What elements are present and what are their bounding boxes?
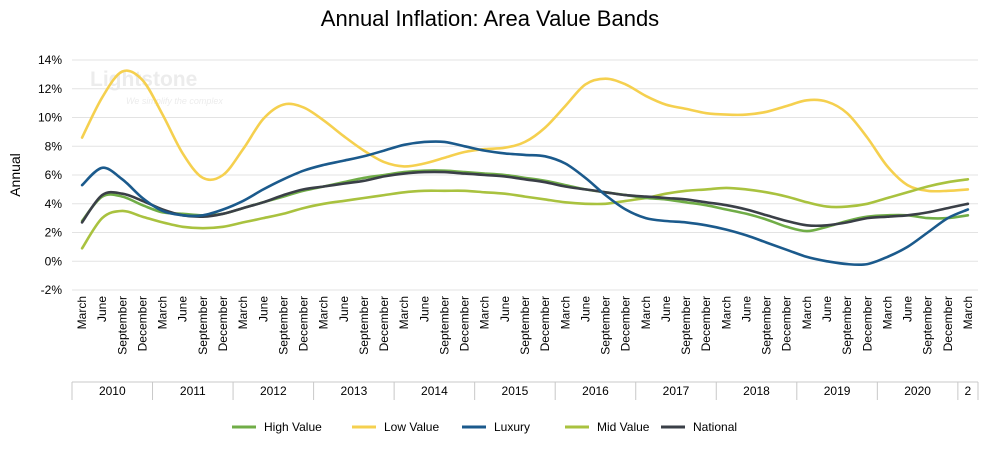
y-tick-label: 0% xyxy=(45,254,63,268)
x-tick-label: June xyxy=(337,296,351,322)
y-tick-label: 12% xyxy=(38,82,62,96)
x-tick-label: March xyxy=(719,296,733,329)
series-line-mid-value xyxy=(80,178,970,250)
x-tick-label: September xyxy=(760,296,774,355)
x-tick-label: June xyxy=(95,296,109,322)
x-tick-label: September xyxy=(357,296,371,355)
x-tick-label: September xyxy=(276,296,290,355)
series-lines xyxy=(80,69,970,267)
x-tick-label: December xyxy=(780,296,794,351)
x-tick-label: December xyxy=(216,296,230,351)
gridlines xyxy=(72,59,978,291)
x-tick-label: March xyxy=(317,296,331,329)
x-tick-label: September xyxy=(196,296,210,355)
y-tick-label: 6% xyxy=(45,168,63,182)
series-line-luxury xyxy=(80,140,970,267)
y-tick-label: -2% xyxy=(41,283,63,297)
x-tick-label: December xyxy=(297,296,311,351)
x-tick-label: June xyxy=(659,296,673,322)
x-tick-label: December xyxy=(538,296,552,351)
x-tick-label: March xyxy=(75,296,89,329)
x-tick-label: December xyxy=(619,296,633,351)
x-tick-label: December xyxy=(136,296,150,351)
y-tick-label: 8% xyxy=(45,139,63,153)
year-label: 2020 xyxy=(904,384,931,398)
year-label: 2018 xyxy=(743,384,770,398)
x-tick-label: March xyxy=(800,296,814,329)
legend-label-national: National xyxy=(693,420,737,434)
x-tick-label: September xyxy=(438,296,452,355)
y-axis: -2% 0% 2% 4% 6% 8% 10% 12% 14% xyxy=(38,53,62,297)
x-tick-label: June xyxy=(256,296,270,322)
year-label: 2011 xyxy=(180,384,206,398)
y-tick-label: 14% xyxy=(38,53,62,67)
watermark-tagline: We simplify the complex xyxy=(126,96,223,106)
x-tick-label: June xyxy=(820,296,834,322)
year-label: 2014 xyxy=(421,384,448,398)
year-label: 2017 xyxy=(663,384,690,398)
x-tick-label: March xyxy=(558,296,572,329)
x-tick-label: March xyxy=(639,296,653,329)
x-axis: March June September December March June Septe… xyxy=(71,296,979,400)
x-tick-label: September xyxy=(599,296,613,355)
legend-label-high-value: High Value xyxy=(264,420,322,434)
chart-title: Annual Inflation: Area Value Bands xyxy=(321,6,659,31)
x-tick-label: March xyxy=(961,296,975,329)
legend-label-luxury: Luxury xyxy=(494,420,530,434)
x-tick-label: June xyxy=(498,296,512,322)
x-tick-label: June xyxy=(578,296,592,322)
legend-label-low-value: Low Value xyxy=(384,420,439,434)
x-tick-label: December xyxy=(860,296,874,351)
x-tick-label: September xyxy=(518,296,532,355)
year-label: 2019 xyxy=(824,384,851,398)
year-label: 2016 xyxy=(582,384,609,398)
year-label: 2012 xyxy=(260,384,287,398)
y-tick-label: 4% xyxy=(45,197,63,211)
y-axis-label: Annual xyxy=(7,153,23,197)
year-label: 2015 xyxy=(502,384,529,398)
x-tick-label: March xyxy=(478,296,492,329)
series-line-low-value xyxy=(80,69,970,193)
year-label: 2010 xyxy=(99,384,126,398)
x-tick-label: June xyxy=(740,296,754,322)
x-tick-label: September xyxy=(921,296,935,355)
x-tick-label: June xyxy=(901,296,915,322)
x-tick-label: December xyxy=(699,296,713,351)
x-tick-label: September xyxy=(115,296,129,355)
legend-label-mid-value: Mid Value xyxy=(597,420,650,434)
x-tick-label: September xyxy=(679,296,693,355)
legend: High Value Low Value Luxury Mid Value Nation… xyxy=(232,420,737,434)
x-tick-label: June xyxy=(417,296,431,322)
x-tick-label: December xyxy=(941,296,955,351)
x-tick-label: March xyxy=(397,296,411,329)
series-line-national xyxy=(80,170,970,228)
y-tick-label: 10% xyxy=(38,111,62,125)
y-tick-label: 2% xyxy=(45,226,63,240)
year-label: 2 xyxy=(965,384,972,398)
x-tick-label: March xyxy=(880,296,894,329)
x-tick-label: March xyxy=(236,296,250,329)
year-label: 2013 xyxy=(341,384,368,398)
x-tick-label: December xyxy=(377,296,391,351)
x-tick-label: June xyxy=(176,296,190,322)
x-tick-label: March xyxy=(156,296,170,329)
x-tick-label: September xyxy=(840,296,854,355)
x-tick-label: December xyxy=(458,296,472,351)
